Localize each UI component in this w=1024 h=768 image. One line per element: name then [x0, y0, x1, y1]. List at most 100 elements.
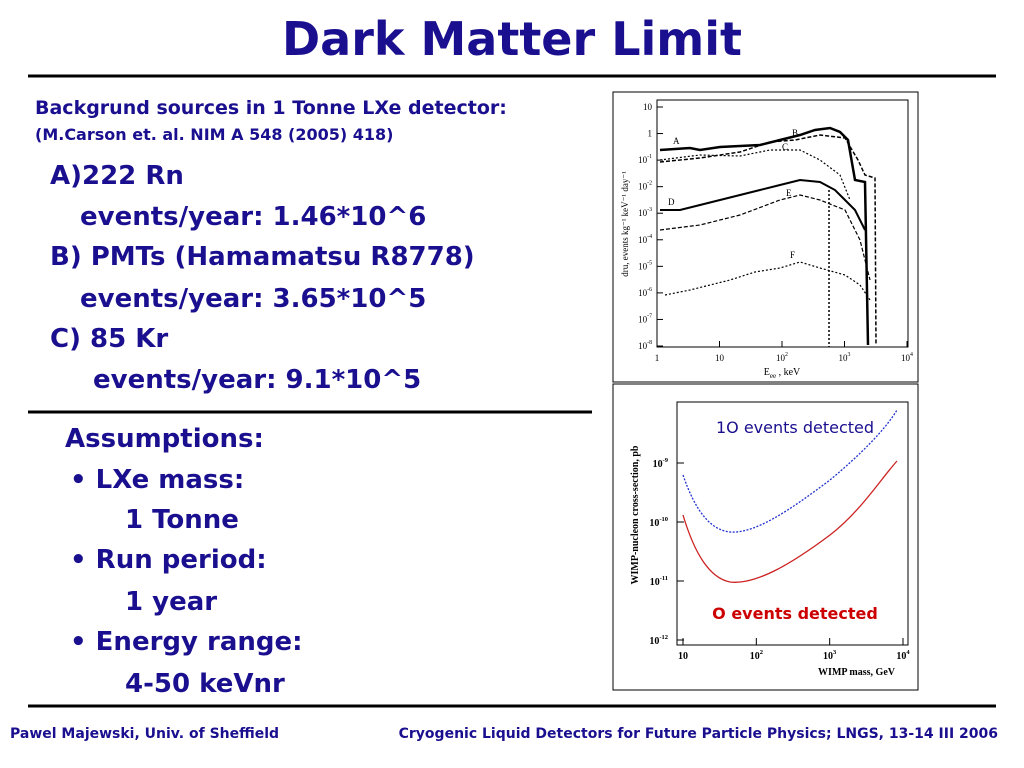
tick-label: 10-6 [638, 287, 652, 298]
assumption-value: 1 Tonne [125, 505, 239, 535]
curve-e [659, 194, 871, 281]
tick-label: 103 [839, 352, 851, 363]
tick-label: 10-5 [638, 260, 652, 271]
curve-d [660, 178, 866, 231]
plot-frame [612, 383, 919, 691]
tick-exponent: -10 [659, 516, 668, 523]
curve-0-events [682, 460, 898, 583]
tick-label: 10-11 [650, 575, 668, 588]
tick-exponent: -7 [647, 313, 652, 319]
assumption-label: • LXe mass: [70, 465, 244, 495]
slide-title: Dark Matter Limit [282, 12, 742, 66]
tick-exponent: 3 [833, 649, 837, 656]
curve-label: F [790, 250, 795, 260]
source-label: A)222 Rn [50, 161, 184, 191]
background-spectrum-plot: A B C D E F dru, events kg⁻¹ keV⁻¹ day⁻¹… [612, 91, 919, 383]
sensitivity-plot: 1O events detected O events detected WIM… [612, 383, 919, 691]
tick-label: 10 [715, 353, 725, 363]
tick-base: 10 [638, 182, 648, 192]
curve-a [659, 126, 870, 346]
tick-label: 10-4 [638, 234, 652, 245]
assumption-label: • Run period: [70, 545, 267, 575]
source-label: C) 85 Kr [50, 324, 168, 354]
tick-label: 10-1 [638, 154, 652, 165]
tick-base: 10 [638, 314, 648, 324]
tick-label: 10-8 [638, 340, 652, 351]
curve-b [659, 134, 877, 346]
tick-label: 104 [896, 649, 910, 662]
tick-base: 10 [901, 353, 911, 363]
sources-heading: Backgrund sources in 1 Tonne LXe detecto… [35, 97, 507, 119]
y-axis-label: WIMP-nucleon cross-section, pb [630, 445, 641, 584]
tick-label: 10-10 [649, 516, 668, 529]
x-axis-label-rest: , keV [776, 367, 801, 378]
tick-label: 102 [776, 352, 788, 363]
curve-label: C [782, 142, 788, 152]
x-axis-label-sub: ee [770, 372, 776, 380]
tick-base: 10 [638, 155, 648, 165]
curve-10-events [682, 409, 898, 533]
tick-base: 10 [643, 102, 653, 112]
tick-exponent: -11 [660, 575, 668, 582]
x-axis-label: Eee , keV [764, 367, 801, 380]
tick-base: 10 [823, 651, 833, 662]
tick-base: 1 [655, 353, 660, 363]
source-rate: events/year: 3.65*10^5 [80, 284, 426, 314]
assumption-value: 4-50 keVnr [125, 669, 285, 699]
sources-reference: (M.Carson et. al. NIM A 548 (2005) 418) [35, 125, 394, 144]
assumption-label: • Energy range: [70, 627, 303, 657]
plot-frame [612, 91, 919, 383]
tick-exponent: -4 [647, 234, 652, 240]
tick-exponent: 2 [760, 649, 763, 656]
footer-right: Cryogenic Liquid Detectors for Future Pa… [399, 726, 998, 742]
tick-base: 10 [678, 651, 688, 662]
curve-c [659, 149, 851, 201]
tick-label: 10-12 [649, 634, 668, 647]
assumptions-heading: Assumptions: [65, 424, 264, 454]
tick-exponent: -1 [647, 154, 652, 160]
tick-label: 10-9 [653, 457, 669, 470]
tick-label: 102 [750, 649, 763, 662]
tick-exponent: -6 [647, 287, 652, 293]
tick-exponent: 3 [848, 352, 851, 358]
tick-base: 10 [638, 341, 648, 351]
tick-base: 10 [649, 636, 659, 647]
tick-exponent: -8 [647, 340, 652, 346]
axes-frame [676, 401, 909, 646]
tick-base: 10 [650, 577, 660, 588]
upper-curve-label: 1O events detected [716, 418, 874, 437]
tick-base: 10 [638, 288, 648, 298]
y-axis-label: dru, events kg⁻¹ keV⁻¹ day⁻¹ [620, 171, 630, 277]
tick-label: 10-7 [638, 313, 652, 324]
tick-label: 10-2 [638, 181, 652, 192]
tick-exponent: -2 [647, 181, 652, 187]
tick-label: 1 [655, 353, 660, 363]
curve-f [664, 261, 871, 301]
tick-label: 104 [901, 352, 913, 363]
assumption-value: 1 year [125, 587, 217, 617]
tick-label: 10 [643, 102, 653, 112]
tick-label: 10 [678, 651, 688, 662]
tick-base: 10 [638, 235, 648, 245]
source-rate: events/year: 9.1*10^5 [93, 365, 421, 395]
tick-base: 10 [638, 208, 648, 218]
tick-label: 103 [823, 649, 837, 662]
tick-base: 10 [839, 353, 849, 363]
tick-exponent: -12 [659, 634, 668, 641]
tick-base: 10 [776, 353, 786, 363]
tick-exponent: -5 [647, 260, 652, 266]
tick-base: 10 [750, 651, 760, 662]
lower-curve-label: O events detected [712, 604, 878, 623]
tick-exponent: -9 [663, 457, 669, 464]
curve-label: E [786, 188, 792, 198]
x-axis-label-main: E [764, 367, 770, 378]
source-rate: events/year: 1.46*10^6 [80, 202, 426, 232]
footer-left: Pawel Majewski, Univ. of Sheffield [10, 726, 279, 742]
tick-exponent: 4 [910, 352, 913, 358]
source-label: B) PMTs (Hamamatsu R8778) [50, 242, 475, 272]
tick-base: 1 [648, 129, 653, 139]
tick-label: 10-3 [638, 207, 652, 218]
tick-label: 1 [648, 129, 653, 139]
curve-label: A [673, 136, 680, 146]
tick-base: 10 [638, 261, 648, 271]
